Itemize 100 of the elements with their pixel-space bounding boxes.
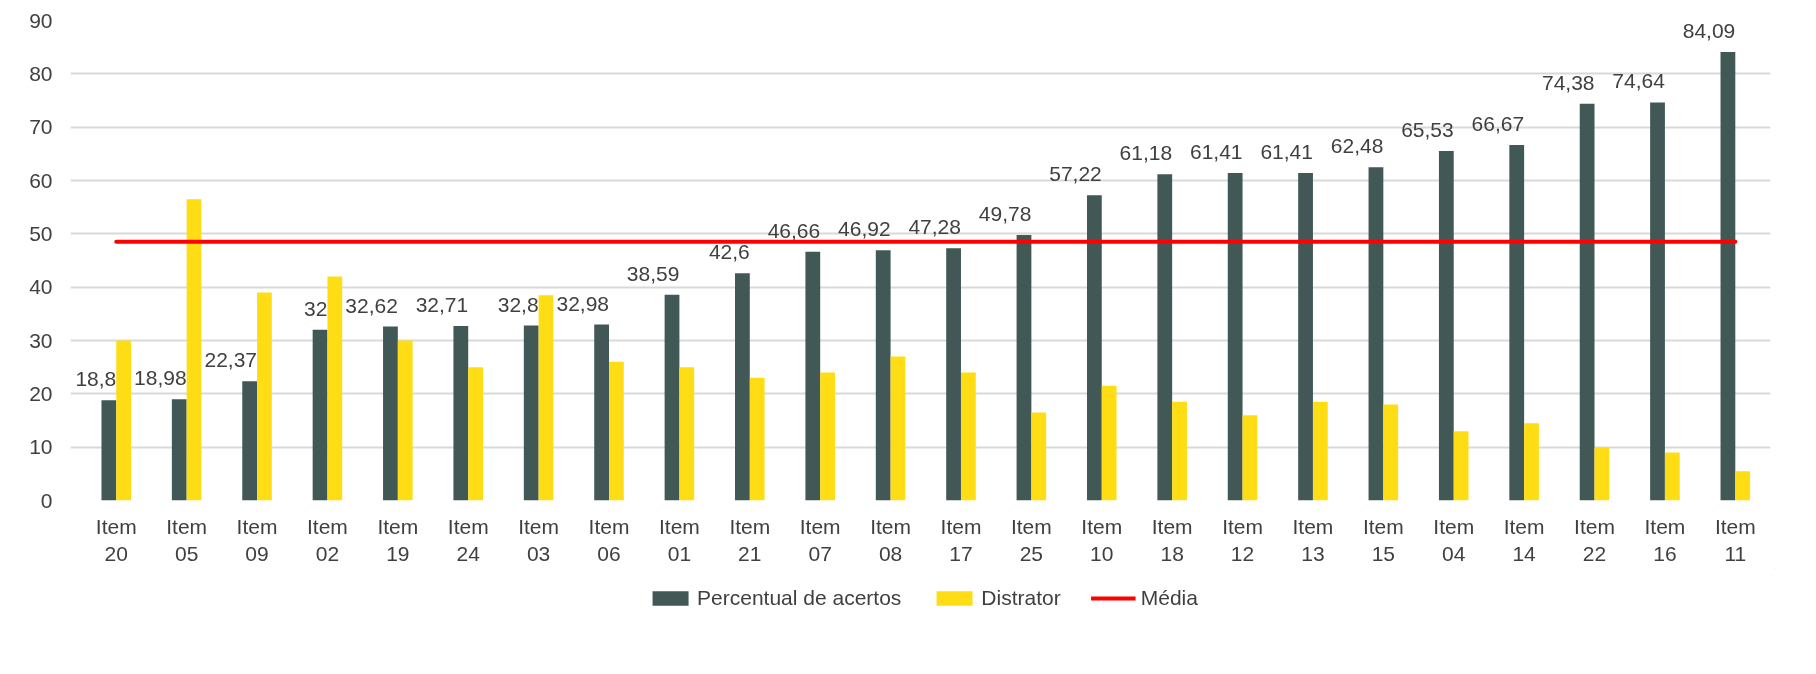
bar — [1227, 172, 1243, 501]
bar — [383, 326, 398, 501]
y-tick-label: 40 — [29, 275, 53, 299]
data-label: 46,92 — [838, 217, 891, 241]
bar — [257, 292, 272, 501]
y-tick-label: 50 — [29, 221, 53, 245]
y-tick-label: 0 — [40, 488, 53, 512]
bar — [186, 199, 202, 501]
data-label: 32,8 — [497, 292, 539, 316]
data-label: 84,09 — [1682, 19, 1736, 43]
data-label: 32,62 — [345, 293, 398, 317]
bar — [820, 372, 835, 501]
bar — [1368, 167, 1384, 501]
x-tick-label: Item 19 — [377, 514, 419, 566]
data-label: 61,41 — [1190, 139, 1243, 163]
x-tick-label: Item 08 — [870, 514, 912, 566]
y-tick-label: 90 — [29, 8, 53, 32]
bar — [609, 361, 624, 501]
bar — [875, 250, 891, 501]
x-tick-label: Item 16 — [1644, 514, 1686, 566]
bar — [946, 248, 961, 501]
bar — [1509, 144, 1525, 501]
y-tick-label: 80 — [29, 61, 53, 85]
y-tick-label: 20 — [29, 381, 53, 405]
bar — [679, 367, 695, 501]
data-label: 66,67 — [1471, 111, 1525, 135]
bar — [101, 400, 117, 501]
x-tick-label: Item 10 — [1081, 514, 1123, 566]
data-label: 38,59 — [626, 261, 680, 285]
bar — [312, 329, 328, 501]
data-label: 32,71 — [415, 293, 469, 317]
data-label: 61,41 — [1260, 139, 1313, 163]
bar — [1735, 471, 1751, 501]
bar — [1594, 447, 1610, 501]
data-label: 62,48 — [1330, 134, 1384, 158]
bar — [453, 326, 469, 501]
x-tick-label: Item 09 — [236, 514, 278, 566]
bar — [1453, 431, 1469, 501]
x-tick-label: Item 25 — [1010, 514, 1052, 566]
bar — [735, 273, 750, 501]
bar — [327, 276, 343, 501]
data-label: 32 — [304, 296, 328, 320]
bar — [890, 356, 906, 501]
bar — [171, 399, 187, 501]
bar — [1664, 452, 1680, 501]
legend-label: Percentual de acertos — [697, 586, 902, 610]
x-tick-label: Item 06 — [588, 514, 630, 566]
x-tick-label: Item 05 — [166, 514, 208, 566]
bar — [1031, 412, 1047, 501]
bar — [1101, 385, 1117, 501]
bar — [1157, 174, 1173, 501]
bar — [1650, 102, 1665, 501]
bar — [1016, 235, 1032, 501]
x-tick-label: Item 12 — [1222, 514, 1263, 566]
data-label: 57,22 — [1049, 162, 1102, 186]
x-tick-label: Item 24 — [447, 514, 489, 566]
bar — [594, 324, 610, 501]
bar — [1438, 151, 1454, 501]
x-tick-label: Item 22 — [1574, 514, 1615, 566]
data-label: 61,18 — [1119, 141, 1173, 165]
bar — [523, 325, 539, 501]
bar — [1312, 401, 1328, 501]
bar — [664, 294, 680, 501]
x-tick-label: Item 13 — [1292, 514, 1334, 566]
bar — [397, 340, 413, 501]
bar — [1242, 415, 1258, 501]
x-tick-label: Item 21 — [729, 514, 771, 566]
x-tick-label: Item 15 — [1362, 514, 1404, 566]
data-label: 18,98 — [134, 366, 187, 390]
data-label: 32,98 — [556, 291, 610, 315]
bar — [1720, 52, 1736, 501]
y-tick-label: 10 — [29, 435, 53, 459]
x-tick-label: Item 20 — [95, 514, 137, 566]
bar — [1383, 404, 1399, 501]
data-label: 42,6 — [708, 240, 750, 264]
legend-label: Média — [1140, 586, 1198, 610]
bar — [1172, 401, 1187, 501]
bar — [242, 381, 258, 501]
bar — [116, 340, 132, 501]
bar — [1086, 195, 1102, 501]
data-label: 47,28 — [908, 215, 961, 239]
y-tick-label: 30 — [29, 328, 53, 352]
y-tick-label: 70 — [29, 115, 53, 139]
bar — [538, 295, 554, 501]
x-tick-label: Item 04 — [1433, 514, 1475, 566]
data-label: 22,37 — [204, 348, 258, 372]
bar — [1579, 103, 1595, 501]
bar — [960, 372, 976, 501]
x-tick-label: Item 18 — [1151, 514, 1193, 566]
data-label: 46,66 — [767, 218, 821, 242]
legend-label: Distrator — [981, 586, 1061, 610]
bar — [468, 367, 484, 501]
x-tick-label: Item 01 — [658, 514, 700, 566]
data-label: 49,78 — [978, 202, 1032, 226]
x-tick-label: Item 03 — [518, 514, 560, 566]
bar — [749, 377, 765, 501]
data-label: 65,53 — [1401, 118, 1454, 142]
bar — [1298, 172, 1313, 501]
bar — [1524, 423, 1539, 501]
data-label: 74,38 — [1541, 70, 1595, 94]
